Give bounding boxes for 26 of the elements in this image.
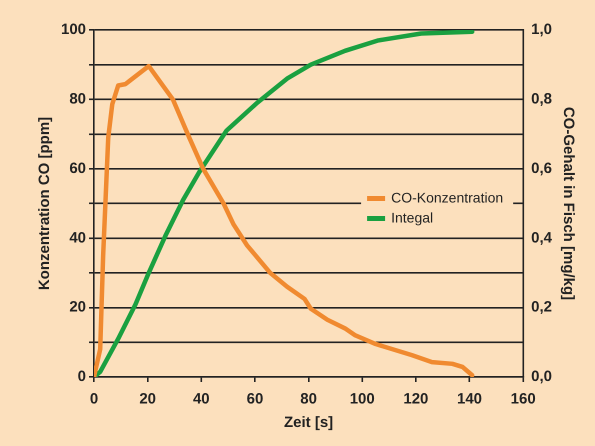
x-axis-title: Zeit [s] bbox=[284, 414, 334, 432]
x-tick-label: 140 bbox=[456, 390, 482, 408]
x-tick-label: 40 bbox=[192, 390, 210, 408]
y-tick-label: 40 bbox=[69, 229, 86, 246]
y2-tick-label: 0,0 bbox=[531, 368, 552, 386]
x-tick-label: 100 bbox=[350, 390, 375, 408]
y-tick-label: 80 bbox=[69, 90, 86, 108]
y2-tick-label: 0,4 bbox=[531, 229, 553, 246]
y2-tick-label: 0,8 bbox=[531, 90, 552, 108]
y-tick-label: 0 bbox=[78, 368, 86, 386]
x-tick-label: 120 bbox=[403, 390, 428, 408]
y2-tick-label: 0,6 bbox=[531, 160, 552, 177]
x-tick-label: 160 bbox=[510, 390, 536, 408]
legend-label: Integal bbox=[391, 209, 434, 226]
x-tick-label: 60 bbox=[246, 390, 264, 408]
y-tick-label: 100 bbox=[60, 21, 86, 38]
legend-label: CO-Konzentration bbox=[391, 189, 504, 206]
x-tick-label: 20 bbox=[139, 390, 156, 408]
y2-tick-label: 1,0 bbox=[531, 21, 552, 38]
y-tick-label: 20 bbox=[69, 298, 86, 316]
y2-axis-title: CO-Gehalt in Fisch [mg/kg] bbox=[560, 106, 577, 300]
x-tick-label: 0 bbox=[90, 390, 98, 408]
x-tick-label: 80 bbox=[300, 390, 317, 408]
y2-tick-label: 0,2 bbox=[531, 298, 552, 316]
y-axis-title: Konzentration CO [ppm] bbox=[36, 116, 54, 290]
y-tick-label: 60 bbox=[69, 160, 86, 177]
